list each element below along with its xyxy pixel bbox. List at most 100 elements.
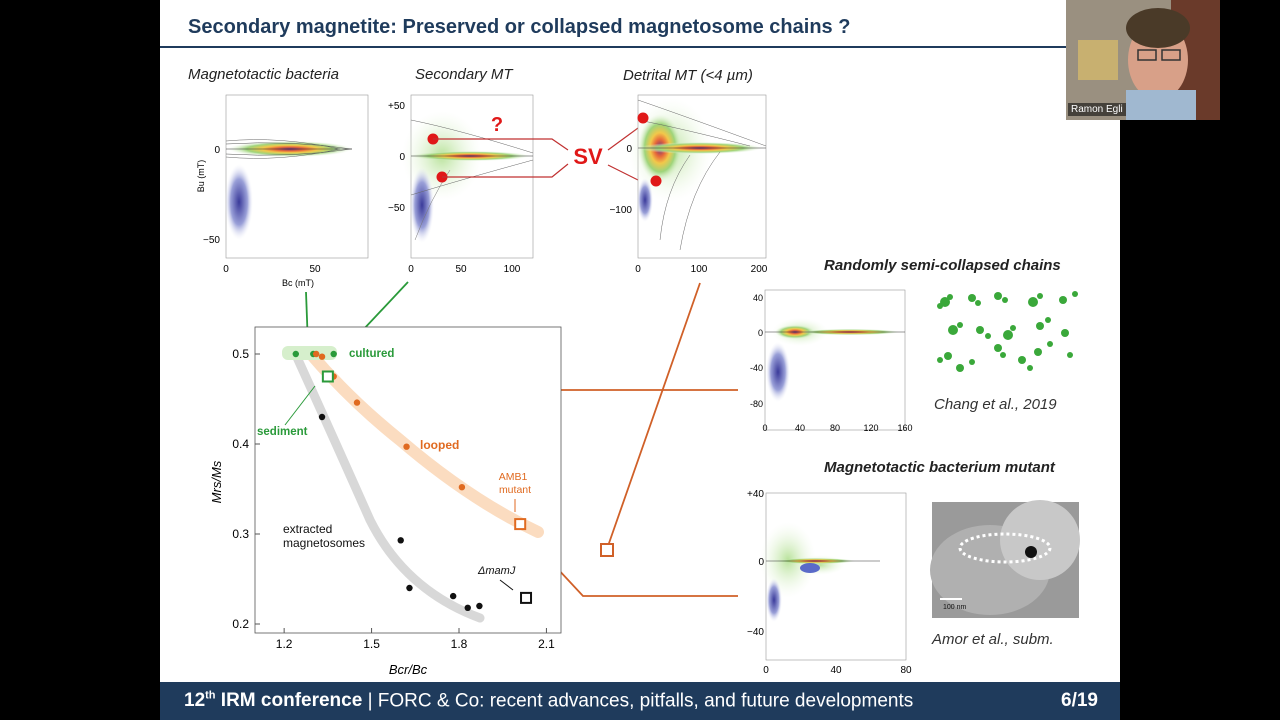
label-amb1-mutant: mutant <box>499 484 531 496</box>
label-looped: looped <box>420 438 459 452</box>
forc-mtb-ytick: 0 <box>214 145 220 156</box>
forc-detrital-xtick: 0 <box>635 264 641 275</box>
forc-mtb: 0 −50 0 50 Bc (mT) Bu (mT) <box>196 94 369 288</box>
scatter-ytick: 0.5 <box>232 347 249 361</box>
orange-marker-square <box>600 543 614 557</box>
forc-secondary-xtick: 0 <box>408 264 414 275</box>
forc-mtb-ylabel: Bu (mT) <box>196 160 206 193</box>
footer-subtitle: FORC & Co: recent advances, pitfalls, an… <box>377 690 914 712</box>
scatter-point <box>318 353 326 360</box>
label-cultured: cultured <box>349 348 394 360</box>
forc-mtb-xtick: 0 <box>223 264 229 275</box>
forc-detrital-xtick: 100 <box>691 264 708 275</box>
scatter-point <box>449 592 457 600</box>
mamj-leader <box>499 579 514 591</box>
scatter-point <box>353 399 361 406</box>
forc-mutant-xtick: 80 <box>900 665 912 676</box>
tem-scale: 100 nm <box>943 604 967 611</box>
citation-chang: Chang et al., 2019 <box>934 396 1057 413</box>
title-rule <box>160 46 1066 48</box>
scatter-xlabel: Bcr/Bc <box>389 662 428 677</box>
forc-detrital: 0 −100 0 100 200 <box>609 94 768 275</box>
scatter-point <box>464 604 471 611</box>
connector-orange <box>607 282 701 547</box>
slide: Secondary magnetite: Preserved or collap… <box>160 0 1120 720</box>
label-extracted-magnetosomes: magnetosomes <box>283 536 365 550</box>
forc-mutant-ytick: −40 <box>747 627 764 638</box>
footer-conf-num: 12 <box>184 690 206 712</box>
forc-random-ytick: -40 <box>750 363 763 373</box>
scatter-points <box>292 350 533 611</box>
scatter-point <box>330 350 337 358</box>
scatter-point <box>514 518 527 531</box>
forc-mtb-ytick: −50 <box>203 235 220 246</box>
participant-avatar <box>1066 0 1220 120</box>
forc-random-xtick: 0 <box>762 423 767 433</box>
footer-text: 12th IRM conference | FORC & Co: recent … <box>184 690 913 712</box>
scatter-point <box>292 350 299 358</box>
footer-conf-sup: th <box>205 690 216 702</box>
scatter-ticks: 1.2 1.5 1.8 2.1 0.5 0.4 0.3 0.2 <box>232 347 555 651</box>
forc-random-xtick: 160 <box>897 423 912 433</box>
forc-random-ytick: -80 <box>750 399 763 409</box>
scatter-xtick: 1.5 <box>363 637 380 651</box>
footer-separator: | <box>362 690 378 712</box>
sv-dot <box>637 112 649 124</box>
title-bar: Secondary magnetite: Preserved or collap… <box>160 0 1066 48</box>
scatter-chart: 1.2 1.5 1.8 2.1 0.5 0.4 0.3 0.2 cultured sedime… <box>209 326 562 677</box>
sv-connectors: SV <box>433 127 639 181</box>
forc-mutant-ytick: +40 <box>747 489 764 500</box>
sediment-leader <box>284 385 316 426</box>
chain-clusters-image <box>937 291 1078 372</box>
scatter-point <box>403 443 410 450</box>
label-amb1: AMB1 <box>499 471 528 483</box>
scatter-point <box>397 537 404 544</box>
slide-title: Secondary magnetite: Preserved or collap… <box>188 16 851 38</box>
forc-detrital-ytick: −100 <box>609 205 632 216</box>
forc-random: 40 0 -40 -80 0 40 80 120 160 <box>750 289 913 433</box>
scatter-ytick: 0.2 <box>232 617 249 631</box>
participant-video[interactable]: Ramon Egli <box>1066 0 1220 120</box>
label-sediment: sediment <box>257 426 308 438</box>
forc-detrital-ytick: 0 <box>626 144 632 155</box>
forc-mtb-xtick: 50 <box>309 264 321 275</box>
label-mamj: ΔmamJ <box>477 565 516 577</box>
forc-secondary-ytick: 0 <box>399 152 405 163</box>
tem-image: 100 nm <box>930 500 1080 618</box>
footer-conf-rest: IRM conference <box>215 690 363 712</box>
forc-mutant-ytick: 0 <box>758 557 764 568</box>
label-extracted: extracted <box>283 522 332 536</box>
footer: 12th IRM conference | FORC & Co: recent … <box>160 682 1120 720</box>
forc-random-xtick: 40 <box>795 423 805 433</box>
scatter-point <box>318 413 326 421</box>
forc-mutant: +40 0 −40 0 40 80 <box>747 489 912 676</box>
scatter-point <box>313 350 320 358</box>
scatter-xtick: 1.8 <box>451 637 468 651</box>
forc-secondary-ytick: −50 <box>388 203 405 214</box>
participant-name: Ramon Egli <box>1068 103 1126 116</box>
forc-secondary-xtick: 50 <box>455 264 467 275</box>
scatter-point <box>406 584 413 592</box>
forc-random-xtick: 80 <box>830 423 840 433</box>
forc-random-ytick: 40 <box>753 293 763 303</box>
forc-mutant-xtick: 40 <box>830 665 842 676</box>
panel-title-mtb: Magnetotactic bacteria <box>188 66 339 83</box>
forc-secondary-xtick: 100 <box>504 264 521 275</box>
scatter-point <box>458 484 466 491</box>
figure-canvas: 0 −50 0 50 Bc (mT) Bu (mT) +50 0 −50 0 5… <box>196 94 1080 677</box>
forc-mtb-xlabel: Bc (mT) <box>282 278 314 288</box>
scatter-xtick: 2.1 <box>538 637 555 651</box>
panel-title-random: Randomly semi-collapsed chains <box>824 257 1061 274</box>
scatter-point <box>321 370 334 383</box>
panel-title-mutant: Magnetotactic bacterium mutant <box>824 459 1055 476</box>
scatter-ytick: 0.3 <box>232 527 249 541</box>
forc-random-ytick: 0 <box>758 328 763 338</box>
scatter-point <box>520 591 533 604</box>
forc-detrital-xtick: 200 <box>751 264 768 275</box>
sv-dot <box>650 175 662 187</box>
scatter-ytick: 0.4 <box>232 437 249 451</box>
question-mark: ? <box>491 114 503 136</box>
forc-random-xtick: 120 <box>863 423 878 433</box>
scatter-xtick: 1.2 <box>276 637 293 651</box>
panel-title-detrital: Detrital MT (<4 µm) <box>623 67 753 84</box>
